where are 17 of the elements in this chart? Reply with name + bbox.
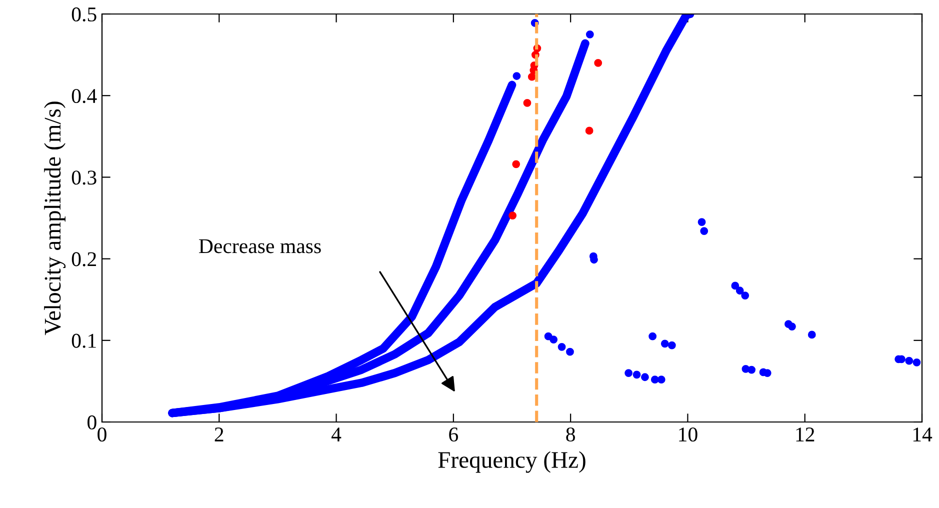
y-tick-label: 0 xyxy=(88,415,96,430)
y-tick-label: 0.5 xyxy=(72,7,96,22)
x-tick-label: 10 xyxy=(679,427,698,442)
x-tick-label: 12 xyxy=(796,428,814,442)
y-tick-label: 0.3 xyxy=(72,170,96,185)
x-tick-label: 8 xyxy=(566,427,575,442)
y-axis-title: Velocity amplitude (m/s) xyxy=(44,102,66,336)
x-tick-label: 2 xyxy=(214,428,224,442)
x-tick-label: 6 xyxy=(449,428,458,442)
y-tick-label: 0.4 xyxy=(72,88,97,104)
x-axis-title: Frequency (Hz) xyxy=(438,451,586,473)
x-tick-label: 14 xyxy=(913,428,932,442)
y-tick-label: 0.2 xyxy=(72,252,96,266)
x-tick-label: 4 xyxy=(331,428,342,442)
x-tick-label: 0 xyxy=(98,427,106,442)
y-tick-label: 0.1 xyxy=(72,334,96,348)
annotation: Decrease mass xyxy=(198,239,321,254)
